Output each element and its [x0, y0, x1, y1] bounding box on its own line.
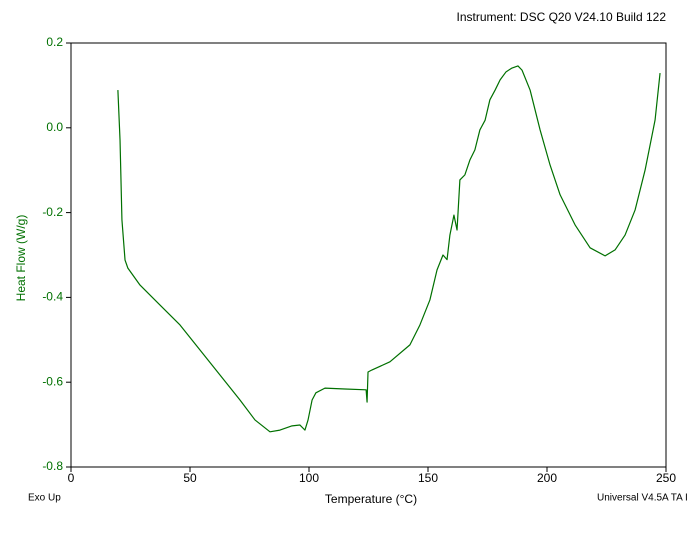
- y-tick-label: 0.2: [46, 35, 63, 49]
- y-tick-label: 0.0: [46, 120, 63, 134]
- x-tick-label: 250: [656, 471, 676, 485]
- y-tick-label: -0.6: [42, 374, 63, 388]
- chart-title: Instrument: DSC Q20 V24.10 Build 122: [457, 10, 667, 24]
- y-tick-label: -0.8: [42, 459, 63, 473]
- plot-frame: [70, 42, 667, 468]
- data-line: [117, 65, 661, 433]
- y-tick-label: -0.4: [42, 290, 63, 304]
- y-tick-label: -0.2: [42, 205, 63, 219]
- software-note: Universal V4.5A TA In: [597, 493, 688, 504]
- corner-note: Exo Up: [28, 493, 61, 504]
- y-axis-label: Heat Flow (W/g): [14, 215, 28, 302]
- x-tick-label: 150: [418, 471, 438, 485]
- x-tick-label: 100: [299, 471, 319, 485]
- x-axis-label: Temperature (°C): [325, 492, 417, 506]
- x-tick-label: 50: [183, 471, 197, 485]
- x-tick-label: 200: [537, 471, 557, 485]
- x-tick-label: 0: [68, 471, 75, 485]
